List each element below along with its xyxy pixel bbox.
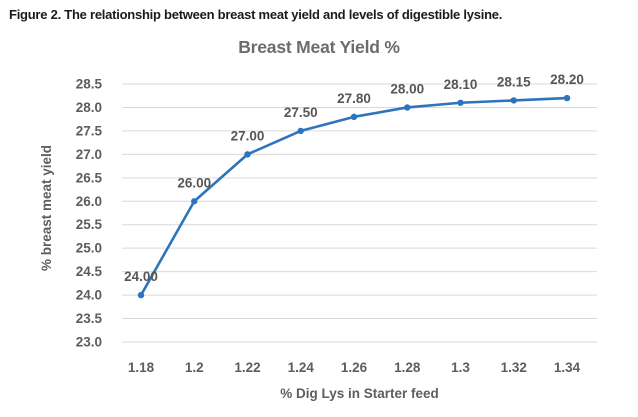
data-label: 24.00 (124, 269, 158, 284)
data-label: 26.00 (177, 175, 211, 190)
x-tick-label: 1.2 (185, 360, 204, 375)
figure-caption: Figure 2. The relationship between breas… (9, 7, 503, 22)
y-tick-label: 24.0 (76, 288, 102, 303)
x-tick-label: 1.3 (451, 360, 470, 375)
data-point-marker (137, 291, 145, 299)
data-label: 28.00 (390, 81, 424, 96)
data-point-marker (191, 198, 198, 205)
x-tick-label: 1.28 (394, 360, 421, 375)
y-tick-label: 23.5 (76, 311, 103, 326)
y-tick-label: 26.5 (76, 170, 103, 185)
y-tick-label: 28.0 (76, 100, 102, 115)
y-tick-label: 26.0 (76, 194, 102, 209)
data-point-marker (457, 99, 464, 106)
x-tick-label: 1.18 (128, 360, 155, 375)
y-tick-label: 27.5 (76, 123, 103, 138)
x-tick-label: 1.22 (234, 360, 260, 375)
y-tick-label: 23.0 (76, 335, 102, 350)
data-point-marker (510, 97, 517, 104)
data-label: 28.10 (444, 77, 478, 92)
y-tick-label: 24.5 (76, 264, 103, 279)
data-label: 27.50 (284, 105, 318, 120)
y-tick-label: 28.5 (76, 77, 103, 92)
chart-title: Breast Meat Yield % (238, 37, 400, 57)
series-line (139, 96, 569, 297)
x-tick-label: 1.26 (341, 360, 368, 375)
data-label: 27.80 (337, 91, 371, 106)
y-tick-label: 27.0 (76, 147, 102, 162)
data-label: 28.20 (550, 72, 584, 87)
data-point-marker (244, 151, 251, 158)
x-axis-title: % Dig Lys in Starter feed (280, 386, 439, 401)
data-label: 28.15 (497, 74, 531, 89)
data-point-marker (563, 94, 571, 102)
x-tick-label: 1.32 (501, 360, 527, 375)
y-tick-label: 25.0 (76, 241, 102, 256)
data-label: 27.00 (231, 128, 265, 143)
data-point-marker (404, 104, 411, 111)
y-tick-label: 25.5 (76, 217, 103, 232)
data-point-marker (297, 127, 304, 135)
x-tick-label: 1.34 (554, 360, 581, 375)
x-tick-label: 1.24 (288, 360, 315, 375)
data-point-marker (350, 113, 358, 121)
